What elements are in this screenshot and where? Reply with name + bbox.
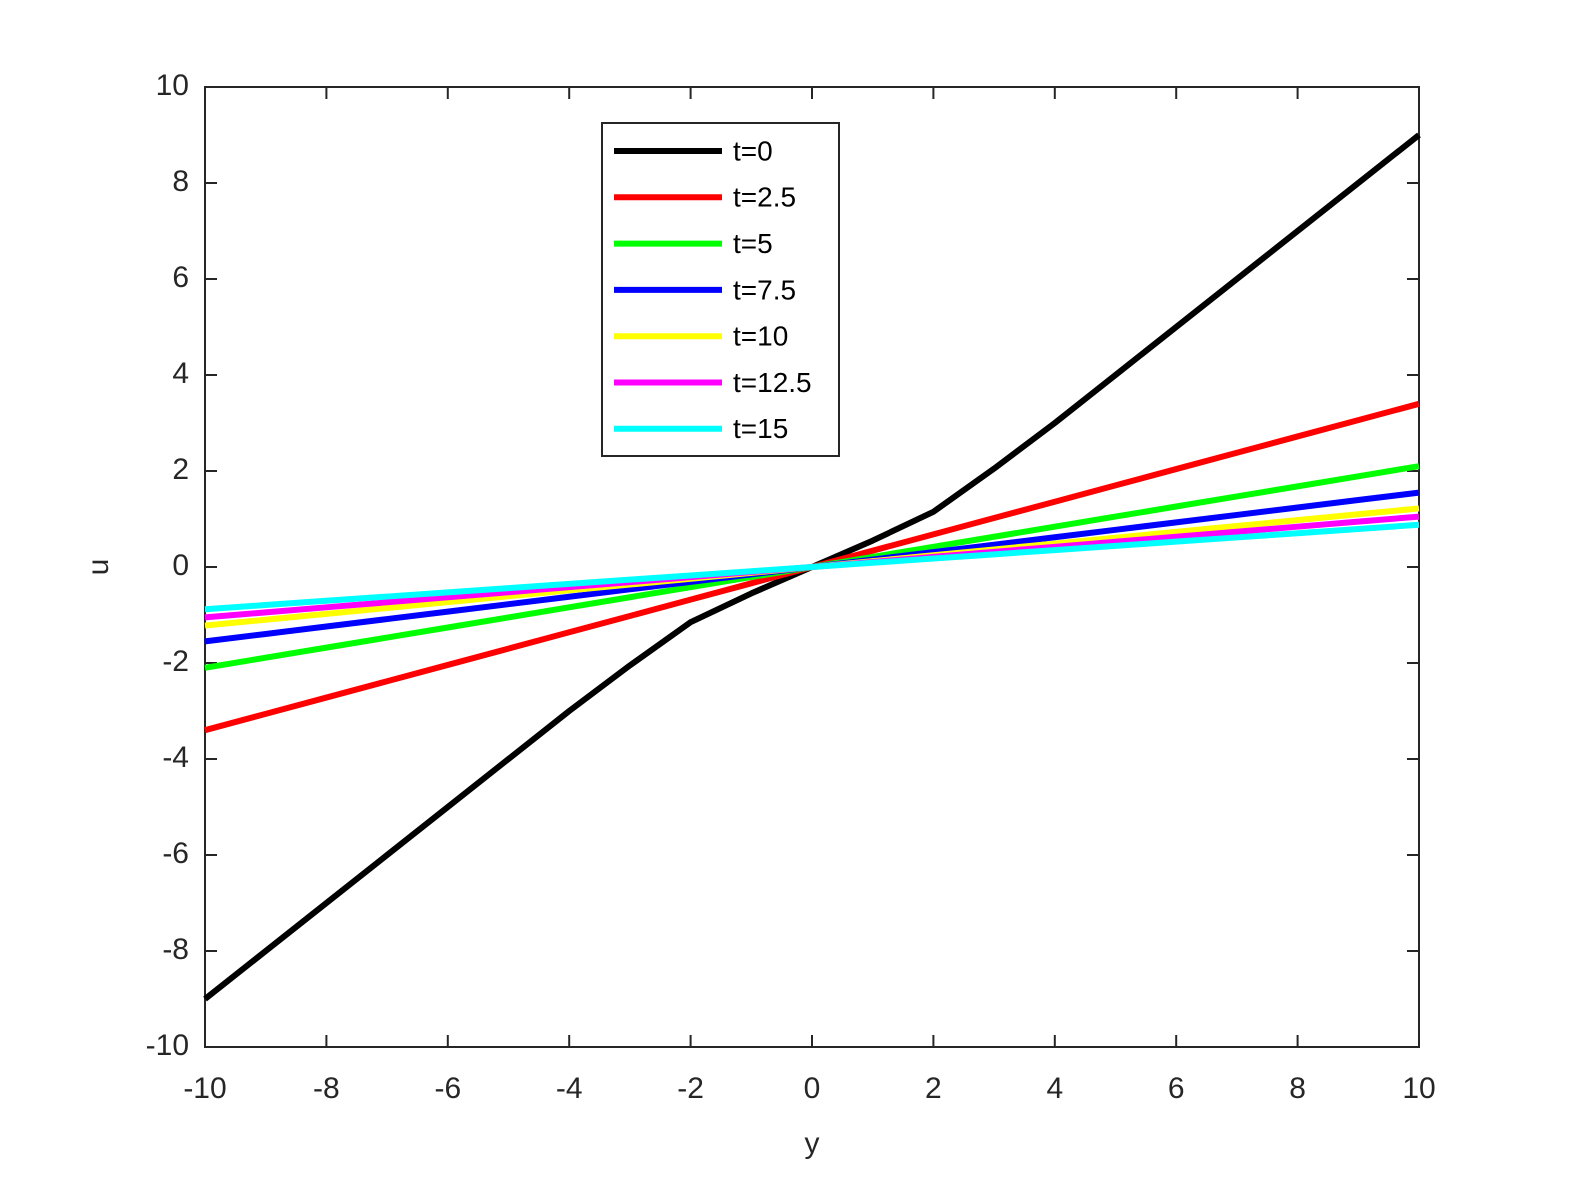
x-tick-label: 0: [804, 1072, 821, 1105]
y-tick-label: -8: [162, 933, 189, 966]
x-tick-label: 8: [1289, 1072, 1306, 1105]
x-tick-label: 2: [925, 1072, 942, 1105]
x-tick-label: -8: [313, 1072, 340, 1105]
x-tick-label: -10: [183, 1072, 226, 1105]
legend: t=0 t=2.5 t=5 t=7.5 t=10 t=12.5 t=15: [601, 122, 840, 457]
y-tick-label: 0: [172, 549, 189, 582]
x-tick-label: 4: [1046, 1072, 1063, 1105]
legend-label: t=12.5: [733, 367, 812, 398]
x-tick-label: -4: [556, 1072, 583, 1105]
x-tick-label: -6: [434, 1072, 461, 1105]
legend-label: t=15: [733, 413, 788, 444]
legend-label: t=5: [733, 228, 773, 259]
y-tick-label: 4: [172, 357, 189, 390]
y-tick-label: 8: [172, 165, 189, 198]
y-tick-label: 10: [156, 69, 189, 102]
x-tick-label: 6: [1168, 1072, 1185, 1105]
y-tick-label: 2: [172, 453, 189, 486]
y-axis-label: u: [82, 559, 115, 576]
x-tick-label: 10: [1402, 1072, 1435, 1105]
y-tick-label: -6: [162, 837, 189, 870]
legend-label: t=7.5: [733, 274, 796, 305]
y-tick-label: 6: [172, 261, 189, 294]
y-tick-label: -10: [146, 1029, 189, 1062]
x-axis-label: y: [805, 1127, 820, 1160]
legend-label: t=2.5: [733, 182, 796, 213]
legend-label: t=10: [733, 321, 788, 352]
y-tick-label: -2: [162, 645, 189, 678]
legend-label: t=0: [733, 135, 773, 166]
y-tick-label: -4: [162, 741, 189, 774]
x-tick-label: -2: [677, 1072, 704, 1105]
series-line: [204, 521, 1420, 613]
